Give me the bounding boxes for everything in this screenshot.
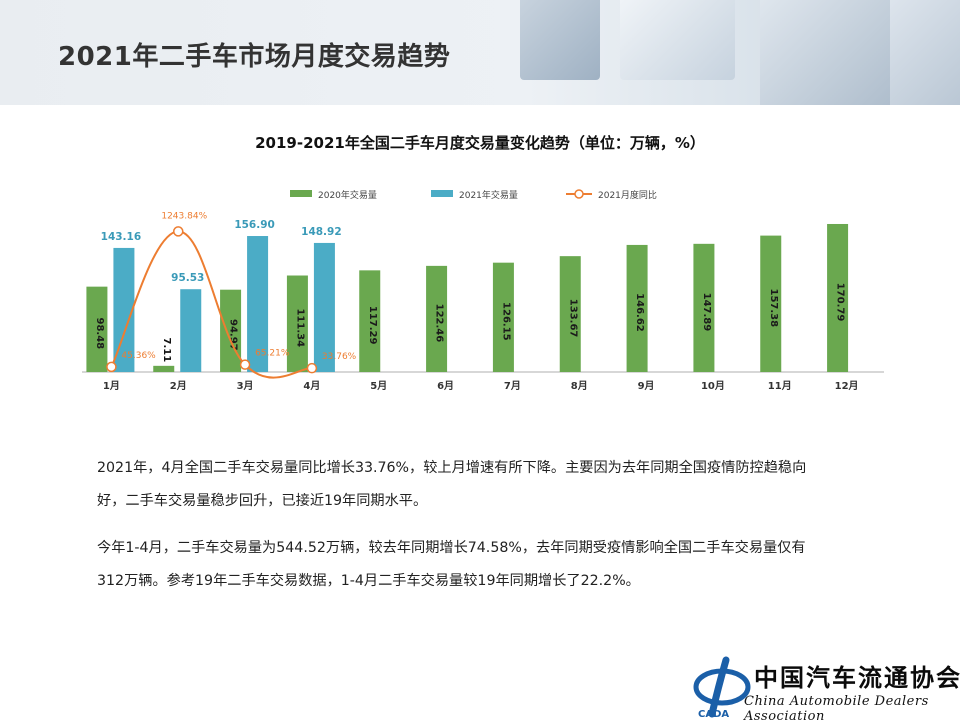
legend-label: 2020年交易量 xyxy=(318,189,377,201)
logo-chinese-name: 中国汽车流通协会 xyxy=(754,663,960,692)
bar-2020 xyxy=(559,256,581,372)
yoy-label: 45.36% xyxy=(121,351,156,361)
data-label-2020: 111.34 xyxy=(294,308,305,347)
legend-swatch xyxy=(431,190,453,197)
bar-2021 xyxy=(313,242,335,372)
data-label-2020: 98.48 xyxy=(94,318,105,350)
logo-mark-icon: CADA xyxy=(693,656,751,720)
data-label-2020: 122.46 xyxy=(434,304,445,343)
legend-marker xyxy=(574,189,584,199)
x-tick-label: 6月 xyxy=(437,380,454,392)
decorative-cube xyxy=(620,0,735,80)
data-label-2020: 7.11 xyxy=(161,337,172,362)
decorative-cube xyxy=(890,0,960,105)
data-label-2020: 117.29 xyxy=(367,306,378,345)
x-tick-label: 5月 xyxy=(370,380,387,392)
text-line: 好，二手车交易量稳步回升，已接近19年同期水平。 xyxy=(97,493,428,509)
yoy-point xyxy=(173,226,184,237)
x-tick-label: 10月 xyxy=(701,380,725,392)
data-label-2021: 156.90 xyxy=(234,219,275,231)
legend-label: 2021月度同比 xyxy=(598,189,657,201)
legend-swatch xyxy=(290,190,312,197)
data-label-2020: 133.67 xyxy=(567,299,578,338)
x-tick-label: 8月 xyxy=(571,380,588,392)
x-tick-label: 12月 xyxy=(835,380,859,392)
yoy-point xyxy=(306,362,318,374)
data-label-2021: 95.53 xyxy=(171,272,204,284)
legend-label: 2021年交易量 xyxy=(459,189,518,201)
text-line: 2021年，4月全国二手车交易量同比增长33.76%，较上月增速有所下降。主要因… xyxy=(97,460,807,476)
bar-2021 xyxy=(247,236,269,372)
paragraph: 今年1-4月，二手车交易量为544.52万辆，较去年同期增长74.58%，去年同… xyxy=(97,532,897,598)
x-tick-label: 4月 xyxy=(303,380,320,392)
paragraph: 2021年，4月全国二手车交易量同比增长33.76%，较上月增速有所下降。主要因… xyxy=(97,452,897,518)
page-title: 2021年二手车市场月度交易趋势 xyxy=(58,42,451,72)
yoy-point xyxy=(239,359,251,370)
decorative-cube xyxy=(760,0,890,105)
data-label-2021: 148.92 xyxy=(301,226,342,238)
chart-title: 2019-2021年全国二手车月度交易量变化趋势（单位：万辆，%） xyxy=(255,134,705,152)
yoy-point xyxy=(106,361,117,373)
bar-2020 xyxy=(492,262,514,372)
bar-2020 xyxy=(86,286,108,372)
data-label-2020: 170.79 xyxy=(835,283,846,322)
x-tick-label: 2月 xyxy=(170,380,187,392)
bar-2020 xyxy=(426,265,448,372)
decorative-cube xyxy=(520,0,600,80)
bar-2020 xyxy=(693,243,715,372)
x-tick-label: 3月 xyxy=(237,380,254,392)
data-label-2020: 157.38 xyxy=(768,289,779,328)
logo: CADA 中国汽车流通协会 China Automobile Dealers A… xyxy=(692,652,960,724)
bar-2020 xyxy=(286,275,308,372)
text-line: 312万辆。参考19年二手车交易数据，1-4月二手车交易量较19年同期增长了22… xyxy=(97,573,640,589)
data-label-2020: 126.15 xyxy=(500,302,511,341)
data-label-2021: 143.16 xyxy=(101,231,142,243)
bar-2020 xyxy=(827,223,849,372)
text-block: 2021年，4月全国二手车交易量同比增长33.76%，较上月增速有所下降。主要因… xyxy=(97,452,897,612)
bar-2020 xyxy=(153,365,175,372)
yoy-label: 33.76% xyxy=(322,352,357,362)
bar-2021 xyxy=(180,289,202,372)
data-label-2020: 146.62 xyxy=(634,293,645,332)
bar-2020 xyxy=(760,235,782,372)
data-label-2020: 147.89 xyxy=(701,293,712,332)
x-tick-label: 9月 xyxy=(638,380,655,392)
svg-text:CADA: CADA xyxy=(698,709,729,720)
text-line: 今年1-4月，二手车交易量为544.52万辆，较去年同期增长74.58%，去年同… xyxy=(97,540,806,556)
yoy-label: 1243.84% xyxy=(161,211,207,221)
yoy-line xyxy=(110,230,312,379)
x-tick-label: 1月 xyxy=(103,380,120,392)
bar-2021 xyxy=(113,247,135,372)
header-banner: 2021年二手车市场月度交易趋势 xyxy=(0,0,960,105)
chart: 2020年交易量 2021年交易量 2021月度同比 98.48 143.16 1月 7.1… xyxy=(82,189,884,392)
bar-2020 xyxy=(359,270,381,372)
x-tick-label: 11月 xyxy=(768,380,792,392)
x-tick-label: 7月 xyxy=(504,380,521,392)
data-label-2020: 94.97 xyxy=(228,319,239,351)
bar-2020 xyxy=(626,244,648,372)
yoy-label: 65.21% xyxy=(255,349,290,359)
